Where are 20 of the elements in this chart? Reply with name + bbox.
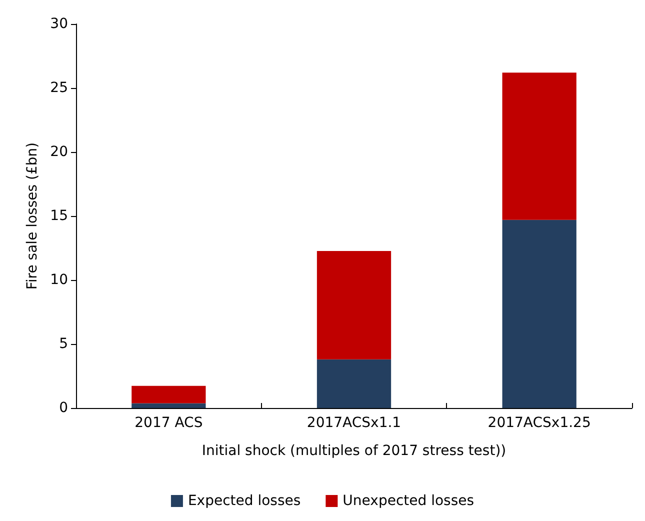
y-tick-label: 25 xyxy=(50,80,68,96)
legend-label: Expected losses xyxy=(188,493,301,509)
x-tick-label: 2017 ACS xyxy=(134,415,203,431)
y-tick-label: 30 xyxy=(50,16,68,32)
y-axis-title: Fire sale losses (£bn) xyxy=(24,142,40,290)
y-tick-label: 0 xyxy=(59,400,68,416)
bar xyxy=(132,403,206,408)
legend-label: Unexpected losses xyxy=(342,493,474,509)
y-tick-label: 10 xyxy=(50,272,68,288)
x-tick-label: 2017ACSx1.1 xyxy=(306,415,402,431)
bar xyxy=(502,220,576,408)
y-tick-label: 5 xyxy=(59,336,68,352)
bar xyxy=(316,359,392,408)
bar xyxy=(132,386,206,404)
y-tick-label: 15 xyxy=(50,208,68,224)
bar xyxy=(316,250,392,360)
x-axis-title: Initial shock (multiples of 2017 stress test)) xyxy=(202,443,506,459)
y-tick-label: 20 xyxy=(50,144,68,160)
x-tick-label: 2017ACSx1.25 xyxy=(488,415,591,431)
bar xyxy=(502,72,576,220)
